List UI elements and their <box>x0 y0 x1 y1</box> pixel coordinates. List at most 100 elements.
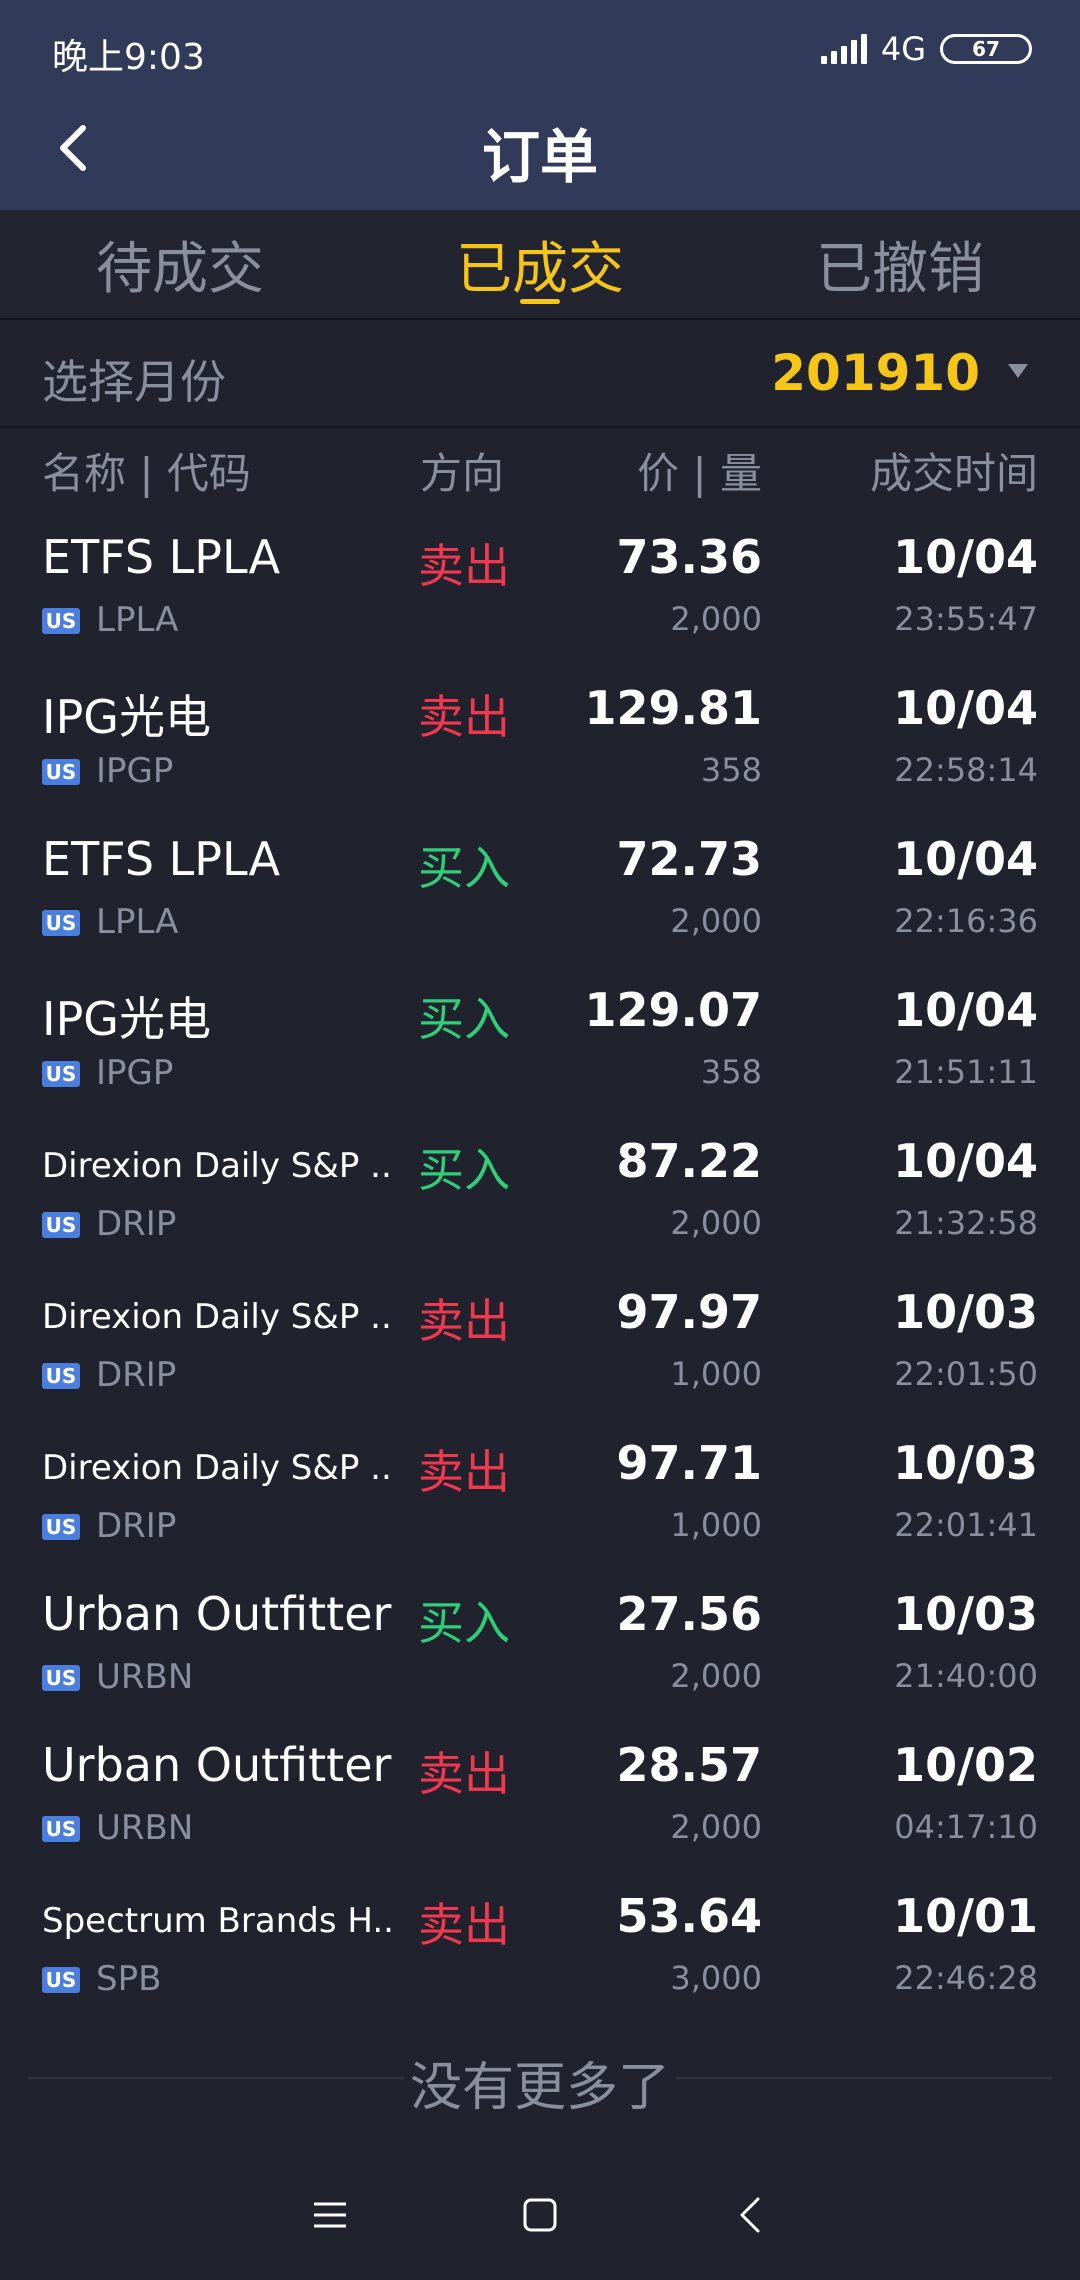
market-badge: US <box>42 1514 80 1540</box>
signal-icon <box>820 34 867 64</box>
deal-price: 97.97 <box>616 1285 762 1339</box>
table-row[interactable]: Direxion Daily S&P ... US DRIP 买入 87.22 2,000… <box>0 1114 1080 1265</box>
table-row[interactable]: Direxion Daily S&P ... US DRIP 卖出 97.97 1,000… <box>0 1265 1080 1416</box>
market-badge: US <box>42 1212 80 1238</box>
market-badge: US <box>42 1816 80 1842</box>
month-selector-label: 选择月份 <box>42 355 226 409</box>
table-row[interactable]: IPG光电 US IPGP 买入 129.07 358 10/04 21:51:11 <box>0 963 1080 1114</box>
no-more-text: 没有更多了 <box>0 2045 1080 2120</box>
back-button[interactable] <box>44 118 100 178</box>
stock-code: URBN <box>96 1657 194 1697</box>
order-direction: 卖出 <box>418 1747 510 1801</box>
battery-level: 67 <box>972 37 1000 61</box>
month-selector-value[interactable]: 201910 <box>771 344 980 402</box>
stock-name: Direxion Daily S&P ... <box>42 1146 392 1186</box>
order-tabs: 待成交 已成交 已撤销 <box>0 210 1080 320</box>
home-button[interactable] <box>510 2185 570 2245</box>
tab-0[interactable]: 待成交 <box>96 236 264 302</box>
deal-quantity: 2,000 <box>670 902 762 940</box>
table-row[interactable]: Direxion Daily S&P ... US DRIP 卖出 97.71 1,000… <box>0 1416 1080 1567</box>
deal-quantity: 3,000 <box>670 1959 762 1997</box>
deal-date: 10/04 <box>893 681 1038 735</box>
caret-down-icon[interactable] <box>1008 364 1028 378</box>
stock-code: DRIP <box>96 1355 177 1395</box>
deal-time: 21:40:00 <box>894 1657 1038 1695</box>
month-selector[interactable]: 选择月份 201910 <box>0 320 1080 428</box>
orders-list: ETFS LPLA US LPLA 卖出 73.36 2,000 10/04 23:55:47… <box>0 510 1080 2020</box>
deal-quantity: 1,000 <box>670 1355 762 1393</box>
order-direction: 卖出 <box>418 1294 510 1348</box>
deal-date: 10/04 <box>893 530 1038 584</box>
table-row[interactable]: Urban Outfitters US URBN 买入 27.56 2,000 10/03 2… <box>0 1567 1080 1718</box>
order-direction: 买入 <box>418 841 510 895</box>
order-direction: 卖出 <box>418 690 510 744</box>
deal-quantity: 358 <box>700 1053 762 1091</box>
deal-date: 10/04 <box>893 983 1038 1037</box>
table-row[interactable]: ETFS LPLA US LPLA 买入 72.73 2,000 10/04 22:16:36 <box>0 812 1080 963</box>
page-title: 订单 <box>481 123 598 191</box>
stock-name: ETFS LPLA <box>42 530 281 584</box>
stock-name: IPG光电 <box>42 992 211 1046</box>
tab-1[interactable]: 已成交 <box>360 210 720 318</box>
table-row[interactable]: ETFS LPLA US LPLA 卖出 73.36 2,000 10/04 23:55:47 <box>0 510 1080 661</box>
deal-time: 22:16:36 <box>894 902 1038 940</box>
nav-back-button[interactable] <box>720 2185 780 2245</box>
deal-price: 129.81 <box>584 681 762 735</box>
deal-quantity: 1,000 <box>670 1506 762 1544</box>
column-header-direction: 方向 <box>420 449 505 498</box>
deal-quantity: 2,000 <box>670 1657 762 1695</box>
column-header-price-qty: 价 | 量 <box>637 449 762 498</box>
network-type: 4G <box>880 30 926 68</box>
market-badge: US <box>42 1967 80 1993</box>
deal-time: 23:55:47 <box>894 600 1038 638</box>
stock-code: DRIP <box>96 1204 177 1244</box>
market-badge: US <box>42 910 80 936</box>
deal-time: 22:01:41 <box>894 1506 1038 1544</box>
stock-name: Direxion Daily S&P ... <box>42 1297 392 1337</box>
deal-price: 72.73 <box>616 832 762 886</box>
stock-code: DRIP <box>96 1506 177 1546</box>
deal-price: 53.64 <box>616 1889 762 1943</box>
table-row[interactable]: Spectrum Brands H... US SPB 卖出 53.64 3,000 10/… <box>0 1869 1080 2020</box>
app-header: 晚上9:03 4G 67 订单 <box>0 0 1080 210</box>
deal-price: 73.36 <box>616 530 762 584</box>
menu-button[interactable] <box>300 2185 360 2245</box>
stock-name: Spectrum Brands H... <box>42 1901 392 1941</box>
deal-date: 10/01 <box>893 1889 1038 1943</box>
stock-code: URBN <box>96 1808 194 1848</box>
stock-name: Urban Outfitters <box>42 1738 392 1792</box>
system-nav-bar <box>0 2150 1080 2280</box>
market-badge: US <box>42 1061 80 1087</box>
market-badge: US <box>42 1363 80 1389</box>
deal-quantity: 2,000 <box>670 600 762 638</box>
deal-time: 22:46:28 <box>894 1959 1038 1997</box>
stock-code: LPLA <box>96 902 179 942</box>
home-icon <box>523 2198 557 2232</box>
stock-code: SPB <box>96 1959 162 1999</box>
deal-date: 10/04 <box>893 832 1038 886</box>
market-badge: US <box>42 1665 80 1691</box>
deal-date: 10/03 <box>893 1436 1038 1490</box>
deal-time: 22:01:50 <box>894 1355 1038 1393</box>
stock-name: Urban Outfitters <box>42 1587 392 1641</box>
deal-time: 21:51:11 <box>894 1053 1038 1091</box>
market-badge: US <box>42 759 80 785</box>
deal-time: 21:32:58 <box>894 1204 1038 1242</box>
battery-icon: 67 <box>940 34 1032 64</box>
deal-time: 04:17:10 <box>894 1808 1038 1846</box>
table-row[interactable]: Urban Outfitters US URBN 卖出 28.57 2,000 10/02 0… <box>0 1718 1080 1869</box>
status-time: 晚上9:03 <box>52 37 205 78</box>
status-indicators: 4G 67 <box>820 26 1032 72</box>
order-direction: 卖出 <box>418 1898 510 1952</box>
deal-quantity: 2,000 <box>670 1808 762 1846</box>
deal-price: 87.22 <box>616 1134 762 1188</box>
order-direction: 卖出 <box>418 539 510 593</box>
order-direction: 买入 <box>418 1143 510 1197</box>
deal-date: 10/02 <box>893 1738 1038 1792</box>
tab-2[interactable]: 已撤销 <box>816 236 984 302</box>
deal-time: 22:58:14 <box>894 751 1038 789</box>
table-row[interactable]: IPG光电 US IPGP 卖出 129.81 358 10/04 22:58:14 <box>0 661 1080 812</box>
stock-name: IPG光电 <box>42 690 211 744</box>
deal-price: 28.57 <box>616 1738 762 1792</box>
deal-date: 10/03 <box>893 1285 1038 1339</box>
